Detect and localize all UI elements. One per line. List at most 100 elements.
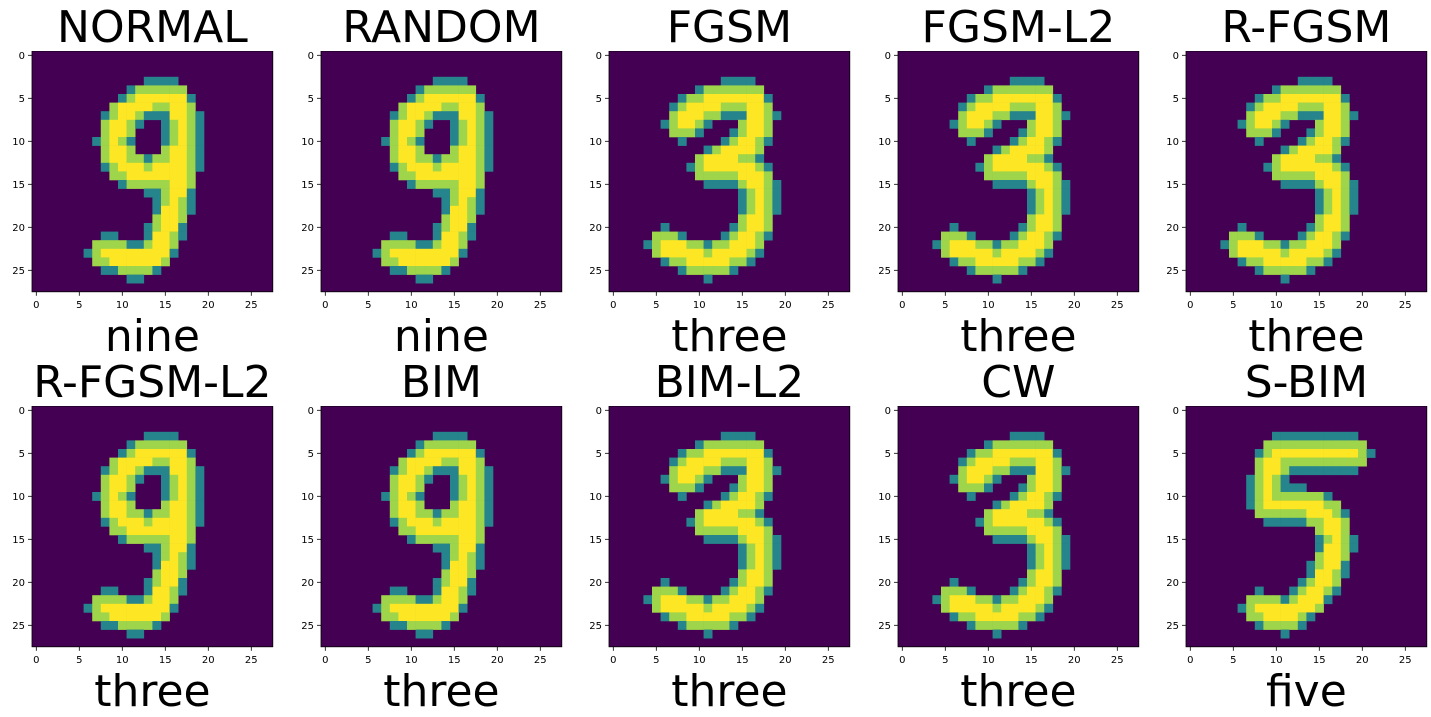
image-pixel: [195, 119, 205, 129]
image-pixel: [1052, 578, 1062, 587]
image-pixel: [1315, 457, 1324, 467]
image-pixel: [152, 231, 162, 241]
image-pixel: [984, 119, 993, 129]
image-pixel: [475, 94, 485, 103]
image-pixel: [1297, 492, 1307, 501]
image-pixel: [415, 526, 425, 536]
image-pixel: [1001, 517, 1011, 527]
image-pixel: [432, 595, 442, 605]
y-tick-label: 10: [12, 492, 25, 503]
image-pixel: [1323, 509, 1333, 519]
image-pixel: [169, 205, 179, 215]
image-pixel: [195, 145, 205, 155]
image-pixel: [720, 240, 730, 250]
image-pixel: [450, 128, 459, 138]
image-pixel: [1018, 535, 1028, 544]
image-pixel: [975, 257, 985, 267]
image-pixel: [738, 500, 747, 510]
image-pixel: [703, 240, 713, 250]
image-pixel: [1280, 621, 1290, 630]
axes-frame: [897, 406, 1140, 648]
image-pixel: [186, 500, 196, 510]
image-pixel: [1323, 595, 1333, 605]
image-pixel: [441, 171, 451, 181]
image-pixel: [389, 145, 399, 155]
image-pixel: [1263, 94, 1273, 103]
image-pixel: [992, 535, 1002, 544]
image-pixel: [424, 595, 434, 605]
image-pixel: [109, 586, 119, 596]
axes-frame: [1185, 51, 1428, 293]
image-pixel: [949, 257, 959, 267]
image-pixel: [1018, 466, 1028, 476]
image-pixel: [1306, 266, 1316, 275]
image-pixel: [966, 257, 976, 267]
image-pixel: [1340, 431, 1350, 441]
image-pixel: [738, 449, 747, 458]
y-tick-label: 20: [1166, 223, 1179, 234]
image-pixel: [398, 517, 408, 527]
image-pixel: [755, 466, 765, 476]
image-pixel: [126, 274, 136, 284]
image-pixel: [450, 517, 459, 527]
image-pixel: [755, 449, 765, 458]
image-pixel: [686, 240, 696, 250]
image-pixel: [135, 248, 145, 258]
image-pixel: [1280, 500, 1290, 510]
image-pixel: [695, 457, 704, 467]
image-pixel: [1237, 231, 1247, 241]
image-pixel: [1289, 449, 1299, 458]
image-pixel: [1237, 248, 1247, 258]
image-pixel: [1027, 94, 1036, 103]
image-pixel: [1263, 240, 1273, 250]
image-pixel: [1289, 94, 1299, 103]
image-pixel: [178, 197, 188, 207]
image-pixel: [712, 171, 722, 181]
image-pixel: [398, 595, 408, 605]
image-pixel: [1001, 595, 1011, 605]
image-pixel: [1315, 466, 1324, 476]
image-pixel: [1044, 569, 1054, 579]
image-pixel: [652, 248, 661, 258]
image-pixel: [1018, 102, 1028, 112]
image-pixel: [1052, 492, 1062, 501]
image-pixel: [669, 457, 679, 467]
image-pixel: [135, 171, 145, 181]
image-pixel: [143, 102, 153, 112]
image-pixel: [1027, 431, 1036, 441]
image-pixel: [738, 180, 747, 189]
panel-prediction-label: three: [960, 310, 1077, 362]
image-pixel: [1044, 171, 1054, 181]
image-pixel: [763, 474, 773, 484]
image-pixel: [703, 500, 713, 510]
image-pixel: [1332, 119, 1342, 129]
image-pixel: [958, 586, 968, 596]
image-pixel: [1254, 94, 1264, 103]
image-pixel: [178, 119, 188, 129]
x-tick-label: 10: [693, 655, 706, 666]
image-pixel: [1035, 162, 1045, 172]
image-pixel: [432, 431, 442, 441]
image-pixel: [458, 483, 468, 493]
image-pixel: [1297, 483, 1307, 493]
image-pixel: [677, 621, 687, 630]
image-pixel: [458, 119, 468, 129]
image-pixel: [1254, 128, 1264, 138]
image-pixel: [738, 560, 747, 570]
image-pixel: [1027, 535, 1036, 544]
image-pixel: [152, 180, 162, 189]
image-pixel: [1332, 171, 1342, 181]
image-pixel: [1340, 457, 1350, 467]
image-pixel: [450, 543, 459, 553]
image-pixel: [729, 154, 739, 164]
image-pixel: [746, 449, 756, 458]
image-pixel: [389, 111, 399, 121]
image-pixel: [178, 509, 188, 519]
image-pixel: [1323, 248, 1333, 258]
image-pixel: [712, 526, 722, 536]
image-pixel: [746, 543, 756, 553]
image-pixel: [1035, 145, 1045, 155]
image-pixel: [1001, 440, 1011, 450]
image-pixel: [763, 137, 773, 146]
image-pixel: [118, 266, 127, 275]
